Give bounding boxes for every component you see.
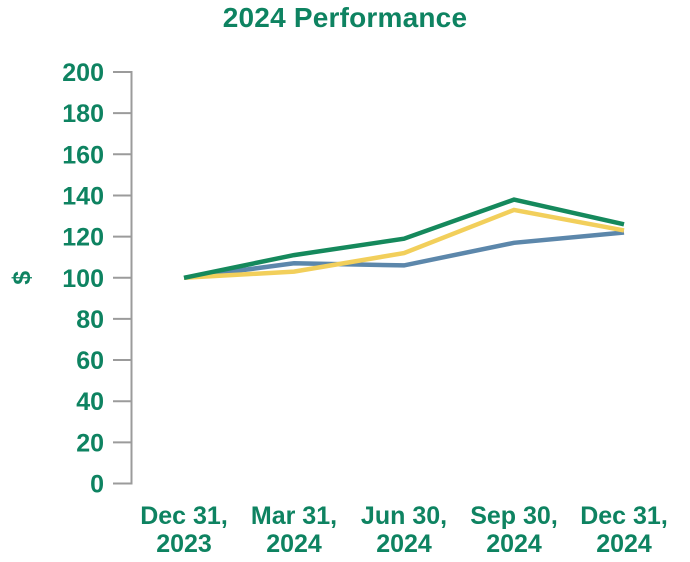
y-axis-title: $ <box>8 271 36 285</box>
blue-line <box>183 230 625 281</box>
chart-title: 2024 Performance <box>222 2 468 33</box>
y-tick-label: 200 <box>62 59 104 87</box>
x-tick-label: Dec 31, 2024 <box>580 502 668 558</box>
y-tick-label: 80 <box>76 306 104 334</box>
y-tick-label: 20 <box>76 429 104 457</box>
green-line <box>183 197 625 281</box>
y-tick-label: 180 <box>62 100 104 128</box>
x-tick-label: Dec 31, 2023 <box>140 502 228 558</box>
y-tick-label: 120 <box>62 224 104 252</box>
y-tick-label: 0 <box>90 471 104 499</box>
yellow-line <box>183 207 625 281</box>
x-tick-label: Sep 30, 2024 <box>470 502 558 558</box>
x-tick-label: Mar 31, 2024 <box>251 502 337 558</box>
y-tick-label: 60 <box>76 347 104 375</box>
y-tick-label: 40 <box>76 388 104 416</box>
y-tick-label: 100 <box>62 265 104 293</box>
x-tick-label: Jun 30, 2024 <box>361 502 447 558</box>
y-tick-label: 140 <box>62 182 104 210</box>
y-tick-label: 160 <box>62 141 104 169</box>
